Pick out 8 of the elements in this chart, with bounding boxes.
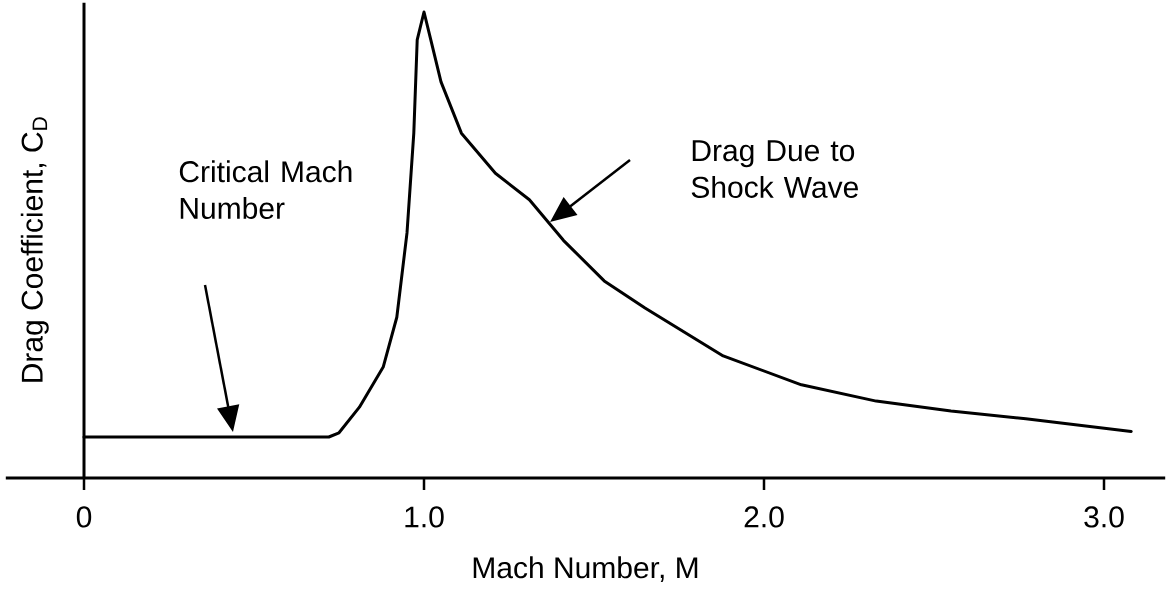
y-axis-title: Drag Coefficient, C$_{D}$ bbox=[20, 117, 49, 382]
x-axis-title: Mach Number, M bbox=[473, 556, 698, 582]
x-tick-label: 2.0 bbox=[744, 506, 784, 528]
annotation: Critical Mach Number bbox=[179, 160, 352, 220]
x-tick-label: 0 bbox=[76, 506, 92, 528]
annotation: Drag Due to Shock Wave bbox=[691, 140, 858, 198]
x-tick-label: 1.0 bbox=[405, 506, 444, 528]
x-tick-label: 3.0 bbox=[1084, 506, 1124, 528]
